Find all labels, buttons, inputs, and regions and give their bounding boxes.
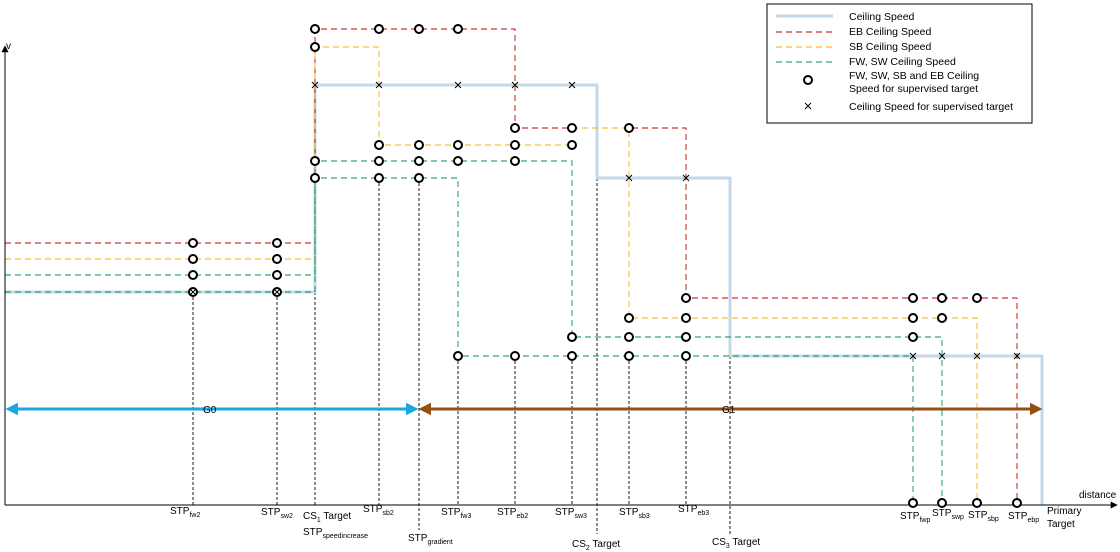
y-axis-label: v <box>6 41 11 52</box>
cs3-target-label: CS3 Target <box>712 537 760 550</box>
stp-speedincrease-label: STPspeedincrease <box>303 527 368 540</box>
primary-target-label-line1: Primary <box>1047 506 1081 517</box>
stp-eb2-label: STPeb2 <box>497 507 528 520</box>
stp-fw3-label: STPfw3 <box>441 507 471 520</box>
stp-fwp-label: STPfwp <box>900 511 930 524</box>
legend-fwsw-label: FW, SW Ceiling Speed <box>849 56 956 68</box>
g0-label: G0 <box>203 405 217 416</box>
legend-sb-label: SB Ceiling Speed <box>849 41 931 53</box>
supervised-target-circles <box>188 24 1022 508</box>
stp-sbp-label: STPsbp <box>968 510 999 523</box>
primary-target-label-line2: Target <box>1047 519 1075 530</box>
legend-box <box>766 3 1033 124</box>
cs2-target-label: CS2 Target <box>572 539 620 552</box>
stp-ebp-label: STPebp <box>1008 511 1039 524</box>
ceiling-speed-curve <box>5 83 1044 505</box>
stp-sb3-label: STPsb3 <box>619 507 650 520</box>
cs1-target-label: CS1 Target <box>303 511 351 524</box>
stp-sb2-label: STPsb2 <box>363 504 394 517</box>
stp-gradient-label: STPgradient <box>408 533 453 546</box>
legend-cross-label: Ceiling Speed for supervised target <box>849 101 1013 113</box>
legend-circle-marker <box>803 75 813 85</box>
sw-ceiling-curve <box>5 160 943 505</box>
fw-ceiling-curve <box>5 177 914 505</box>
stp-eb3-label: STPeb3 <box>678 504 709 517</box>
stp-swp-label: STPswp <box>932 508 964 521</box>
x-axis-label: distance <box>1079 490 1117 501</box>
g1-label: G1 <box>722 405 736 416</box>
legend-cross-marker <box>804 102 812 110</box>
stop-point-labels: STPfw2 STPsw2 CS1 Target STPspeedincreas… <box>170 504 1081 552</box>
legend-circle-label-2: Speed for supervised target <box>849 83 978 95</box>
stp-fw2-label: STPfw2 <box>170 506 200 519</box>
legend-eb-label: EB Ceiling Speed <box>849 26 931 38</box>
legend-circle-label-1: FW, SW, SB and EB Ceiling <box>849 70 979 82</box>
supervised-target-crosses <box>189 81 1021 360</box>
legend: Ceiling Speed EB Ceiling Speed SB Ceilin… <box>766 3 1033 124</box>
stp-sw3-label: STPsw3 <box>555 507 587 520</box>
legend-ceiling-label: Ceiling Speed <box>849 11 915 23</box>
stp-sw2-label: STPsw2 <box>261 507 293 520</box>
sb-ceiling-curve-a <box>5 46 572 260</box>
